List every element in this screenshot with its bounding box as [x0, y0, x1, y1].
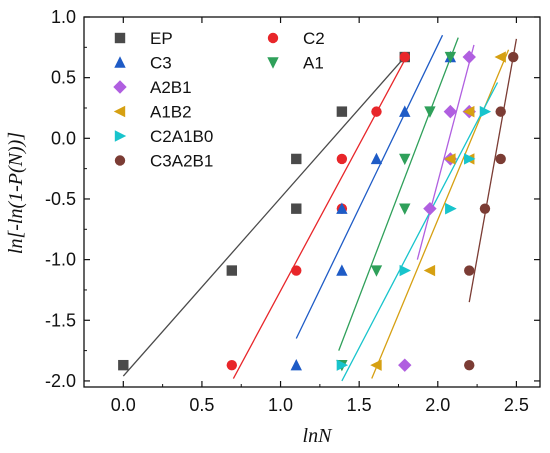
y-tick-label: 1.0: [51, 7, 76, 27]
data-point-c2a1b0: [336, 359, 349, 371]
data-point-a1: [399, 153, 411, 166]
legend-marker-c2: [267, 32, 279, 44]
x-tick-label: 2.5: [504, 395, 529, 415]
data-point-c3a2b1: [464, 359, 475, 371]
data-point-a2b1: [462, 50, 476, 64]
legend-label-ep: EP: [150, 29, 173, 48]
fit-line-c2: [232, 56, 407, 379]
data-point-a1b2: [494, 51, 506, 63]
axes-layer: 0.0 0.5 1.0 1.5 2.0 2.5 -2.0 -1.5 -1.0 -0.5 0.0 0.5…: [45, 7, 541, 415]
data-point-c3a2b1: [508, 51, 519, 63]
data-point-c3: [336, 202, 348, 214]
fit-line-c2a1b0: [341, 82, 499, 382]
data-point-c2: [336, 153, 348, 165]
data-point-a1b2: [444, 153, 456, 165]
legend-marker-c3a2b1: [114, 155, 126, 166]
x-tick-label: 0.5: [189, 395, 214, 415]
legend-marker-c2a1b0: [114, 130, 127, 142]
data-point-c3: [290, 358, 302, 371]
data-point-c3: [399, 105, 411, 117]
fit-line-a1: [338, 37, 459, 351]
data-point-a1: [424, 106, 436, 118]
data-point-c3: [370, 152, 383, 165]
data-point-a2b1: [443, 104, 458, 119]
legend-label-c2: C2: [303, 29, 325, 48]
data-point-a2b1: [398, 358, 412, 372]
x-tick-label: 1.5: [347, 395, 372, 415]
y-tick-label: 0.0: [51, 128, 76, 148]
data-point-ep: [291, 203, 302, 214]
data-point-a1: [444, 51, 457, 64]
y-tick-label: 0.5: [51, 68, 76, 88]
legend-label-c3: C3: [150, 54, 172, 73]
legend-label-a1: A1: [303, 54, 324, 73]
legend-label-c2a1b0: C2A1B0: [150, 127, 213, 146]
data-point-c2a1b0: [479, 105, 492, 118]
data-point-c2a1b0: [399, 264, 411, 277]
data-point-a1: [399, 203, 411, 215]
data-points-layer: [118, 50, 519, 372]
data-point-c2: [371, 106, 382, 117]
x-tick-label: 2.0: [425, 395, 450, 415]
fit-line-a1b2: [371, 49, 510, 379]
legend-label-c3a2b1: C3A2B1: [150, 152, 213, 171]
data-point-c2: [291, 265, 302, 276]
fit-line-a2b1: [416, 44, 475, 260]
y-tick-label: -1.0: [45, 250, 76, 270]
legend-marker-a1b2: [113, 105, 126, 118]
x-axis-title: lnN: [303, 425, 334, 447]
data-point-c2: [399, 51, 410, 63]
legend-label-a2b1: A2B1: [150, 78, 192, 97]
data-point-c2a1b0: [464, 153, 476, 165]
data-point-a2b1: [423, 201, 437, 216]
legend-marker-c3: [114, 56, 126, 68]
data-point-ep: [336, 106, 348, 117]
fit-line-ep: [122, 56, 406, 377]
y-tick-label: -2.0: [45, 371, 76, 391]
y-tick-label: -0.5: [45, 189, 76, 209]
data-point-c3a2b1: [495, 106, 506, 117]
data-point-ep: [291, 153, 302, 165]
plot-frame: [83, 16, 541, 388]
data-point-ep: [118, 359, 129, 371]
data-point-a1: [370, 265, 383, 277]
data-point-ep: [226, 265, 238, 276]
data-point-a1b2: [463, 105, 475, 118]
x-tick-label: 1.0: [268, 395, 293, 415]
data-point-c3a2b1: [495, 153, 506, 165]
data-point-a1b2: [423, 264, 436, 277]
y-tick-label: -1.5: [45, 310, 76, 330]
legend-marker-a2b1: [113, 80, 127, 94]
data-point-c3a2b1: [479, 203, 491, 214]
data-point-c3: [336, 264, 348, 276]
fit-line-c3: [295, 34, 444, 339]
x-tick-label: 0.0: [111, 395, 136, 415]
legend-marker-ep: [114, 32, 126, 44]
data-point-c3a2b1: [464, 265, 475, 276]
data-point-c2: [226, 359, 238, 371]
legend-label-a1b2: A1B2: [150, 103, 192, 122]
y-axis-title: ln[-ln(1-P(N))]: [5, 132, 27, 254]
fit-line-c3a2b1: [468, 38, 518, 303]
legend-marker-a1: [267, 57, 279, 69]
data-point-c2a1b0: [445, 202, 457, 215]
data-point-a1b2: [370, 359, 382, 371]
